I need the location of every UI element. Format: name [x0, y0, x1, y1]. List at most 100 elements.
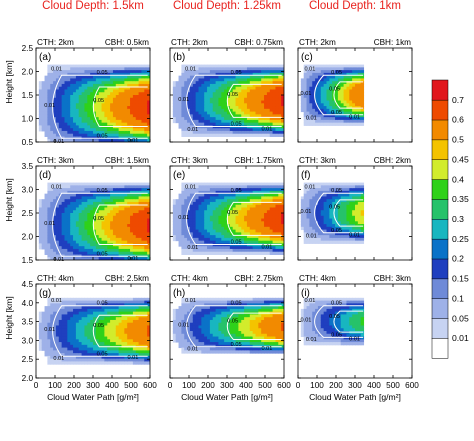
- heatmap-cell: [272, 119, 276, 124]
- heatmap-cell: [178, 229, 182, 233]
- heatmap-cell: [235, 100, 239, 104]
- heatmap-cell: [315, 72, 319, 77]
- heatmap-cell: [75, 86, 80, 90]
- heatmap-cell: [127, 133, 131, 137]
- heatmap-cell: [246, 133, 251, 137]
- contour-label: 0.05: [231, 70, 242, 76]
- heatmap-cell: [360, 64, 365, 68]
- heatmap-cell: [67, 218, 71, 222]
- heatmap-cell: [255, 240, 259, 244]
- heatmap-cell: [47, 224, 51, 228]
- heatmap-cell: [337, 67, 342, 71]
- heatmap-cell: [212, 207, 217, 211]
- heatmap-cell: [249, 111, 254, 115]
- heatmap-cell: [112, 70, 117, 74]
- heatmap-cell: [73, 97, 77, 102]
- heatmap-cell: [207, 196, 211, 200]
- heatmap-cell: [215, 86, 219, 90]
- heatmap-cell: [70, 193, 74, 197]
- heatmap-cell: [312, 196, 316, 200]
- heatmap-cell: [144, 64, 148, 68]
- heatmap-cell: [138, 213, 142, 217]
- heatmap-cell: [312, 210, 316, 214]
- heatmap-cell: [172, 210, 177, 214]
- heatmap-cell: [181, 117, 185, 121]
- heatmap-cell: [227, 97, 231, 102]
- heatmap-cell: [272, 196, 276, 200]
- heatmap-cell: [224, 232, 228, 236]
- heatmap-cell: [70, 215, 74, 220]
- heatmap-cell: [352, 67, 356, 71]
- heatmap-cell: [115, 193, 120, 197]
- heatmap-cell: [255, 243, 259, 247]
- heatmap-cell: [175, 100, 180, 104]
- heatmap-cell: [135, 215, 140, 220]
- heatmap-cell: [212, 204, 217, 208]
- heatmap-cell: [269, 232, 274, 236]
- heatmap-cell: [272, 117, 276, 121]
- heatmap-cell: [101, 70, 105, 74]
- heatmap-cell: [209, 229, 214, 233]
- heatmap-cell: [130, 251, 134, 255]
- heatmap-cell: [337, 92, 342, 96]
- heatmap-cell: [360, 108, 365, 113]
- heatmap-cell: [278, 133, 282, 137]
- heatmap-cell: [73, 215, 77, 220]
- heatmap-cell: [198, 95, 202, 99]
- heatmap-cell: [306, 75, 310, 79]
- heatmap-cell: [306, 81, 310, 85]
- heatmap-cell: [55, 240, 60, 244]
- heatmap-cell: [64, 133, 68, 137]
- heatmap-cell: [132, 100, 137, 104]
- heatmap-cell: [175, 199, 180, 203]
- heatmap-cell: [320, 117, 325, 121]
- heatmap-cell: [87, 190, 91, 195]
- heatmap-cell: [360, 86, 365, 90]
- heatmap-cell: [130, 95, 134, 99]
- heatmap-cell: [184, 215, 188, 220]
- heatmap-cell: [312, 240, 316, 244]
- heatmap-cell: [281, 226, 284, 231]
- heatmap-cell: [249, 235, 254, 239]
- heatmap-cell: [104, 117, 108, 121]
- heatmap-cell: [232, 125, 237, 129]
- heatmap-cell: [315, 70, 319, 74]
- heatmap-cell: [127, 83, 131, 88]
- heatmap-cell: [272, 106, 276, 110]
- heatmap-cell: [87, 67, 91, 71]
- heatmap-cell: [38, 100, 43, 104]
- heatmap-cell: [238, 75, 242, 79]
- heatmap-cell: [58, 254, 63, 258]
- heatmap-cell: [98, 229, 103, 233]
- heatmap-cell: [272, 67, 276, 71]
- heatmap-cell: [144, 218, 148, 222]
- heatmap-cell: [201, 218, 205, 222]
- heatmap-cell: [61, 215, 65, 220]
- heatmap-cell: [67, 213, 71, 217]
- heatmap-cell: [309, 70, 313, 74]
- heatmap-cell: [41, 204, 46, 208]
- heatmap-cell: [181, 215, 185, 220]
- heatmap-cell: [70, 89, 74, 93]
- heatmap-cell: [107, 108, 111, 113]
- heatmap-cell: [246, 89, 251, 93]
- heatmap-cell: [235, 119, 239, 124]
- heatmap-cell: [67, 106, 71, 110]
- heatmap-cell: [309, 89, 313, 93]
- heatmap-cell: [75, 83, 80, 88]
- heatmap-cell: [224, 248, 228, 253]
- heatmap-cell: [104, 111, 108, 115]
- heatmap-cell: [264, 188, 268, 192]
- heatmap-cell: [264, 224, 268, 228]
- heatmap-cell: [53, 117, 57, 121]
- heatmap-cell: [50, 86, 54, 90]
- heatmap-cell: [87, 237, 91, 242]
- heatmap-cell: [258, 248, 262, 253]
- heatmap-cell: [132, 67, 137, 71]
- heatmap-cell: [78, 232, 83, 236]
- heatmap-cell: [118, 119, 122, 124]
- heatmap-cell: [81, 246, 85, 250]
- heatmap-cell: [207, 213, 211, 217]
- heatmap-cell: [110, 78, 114, 82]
- heatmap-cell: [118, 86, 122, 90]
